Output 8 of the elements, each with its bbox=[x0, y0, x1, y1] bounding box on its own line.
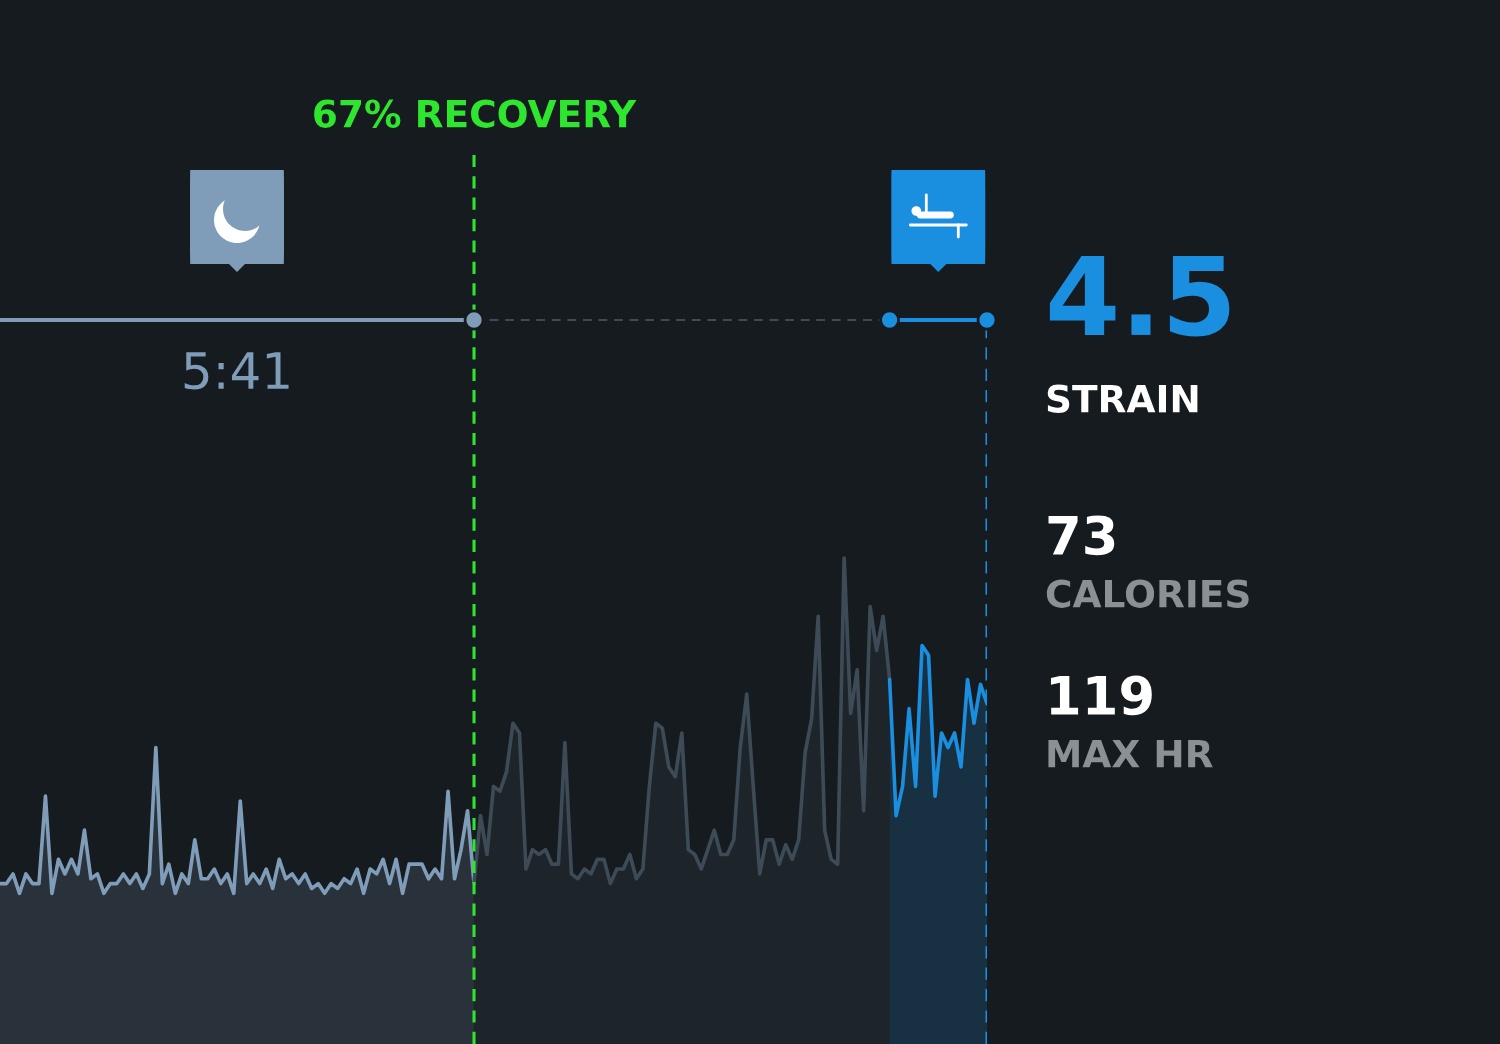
text: 67% RECOVERY bbox=[314, 99, 637, 128]
text: 73 bbox=[1048, 515, 1115, 556]
text: MAX HR bbox=[1048, 740, 1213, 768]
text: 4.5 bbox=[1049, 255, 1230, 337]
text: 119 bbox=[1050, 675, 1152, 716]
text: STRAIN bbox=[1047, 384, 1198, 413]
text: 5:41 bbox=[184, 352, 289, 390]
text: CALORIES bbox=[1046, 579, 1249, 608]
